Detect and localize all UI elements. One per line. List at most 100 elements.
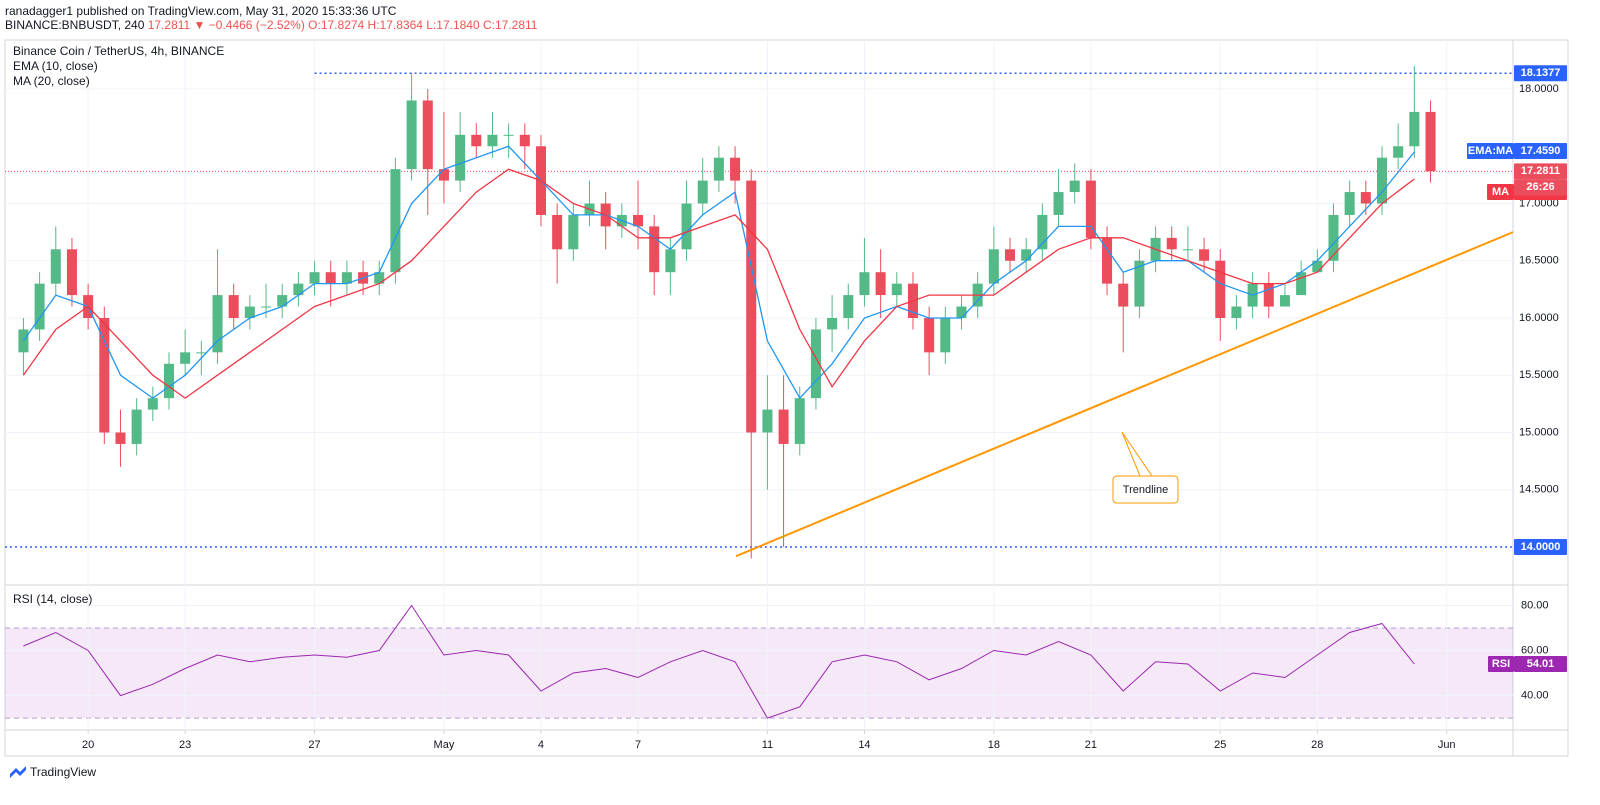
x-tick-label: 14 [858,739,870,751]
candle-body [665,249,676,273]
candle-body [924,317,935,353]
candle-body [309,272,320,284]
candle-body [810,329,821,399]
candle-body [1409,111,1420,147]
indicator-line [22,168,1415,399]
y-tick-label: 15.5000 [1519,369,1559,381]
candle-body [66,249,77,296]
candle-body [713,157,724,181]
rsi-line [23,604,1415,719]
candle-body [503,134,514,136]
candle-body [794,398,805,444]
candle-body [180,352,191,364]
candle-body [228,295,239,318]
annotation: Trendline [1123,484,1168,496]
candle-body [471,134,482,147]
rsi-tag-name-bg [1488,656,1514,673]
candle-body [487,134,498,147]
y-tick-label: 60.00 [1521,644,1549,656]
price-tag-name-bg [1467,142,1514,159]
candle-body [778,409,789,444]
candle-body [1360,192,1371,204]
level-label-bg [1514,538,1567,555]
candle-body [196,352,207,354]
candle-body [681,203,692,250]
candle-body [1037,214,1048,250]
countdown-bg [1514,179,1567,196]
x-tick-label: Jun [1438,739,1456,751]
candle-body [163,363,175,399]
candle-body [1004,249,1016,261]
candle-body [746,180,757,433]
candle-body [1376,157,1388,204]
legend-entry: MA (20, close) [13,74,90,88]
candle-body [956,306,967,318]
callout [1112,431,1179,504]
candle-body [244,306,255,318]
indicator-line [22,145,1415,400]
candle-body [1021,249,1032,261]
candle-body [261,306,272,308]
brand: TradingView [30,765,96,779]
candle-body [277,295,288,307]
candle-body [1328,214,1339,261]
candle-body [374,272,385,284]
x-tick-label: 11 [762,739,773,751]
rsi-band [5,628,1513,719]
price-tag-name-bg [1487,184,1514,201]
candle-body [1215,260,1226,318]
y-tick-label: 16.0000 [1519,312,1559,324]
candle-body [827,317,838,330]
x-tick-label: 18 [988,739,1000,751]
candle-body [875,272,886,296]
candle-body [891,283,902,296]
price-tag-bg [1514,142,1567,159]
candle-body [1199,249,1210,261]
candle-body [697,180,708,204]
symbol: BINANCE:BNBUSDT, 240 [5,18,145,32]
candle-body [390,169,401,273]
candle-body [649,226,660,273]
candle-body [406,100,417,170]
candle-body [1053,192,1064,215]
candle-body [455,134,466,181]
candle-body [325,272,336,284]
candle-body [859,272,870,296]
frame [4,39,1569,757]
x-tick-label: 27 [308,739,320,751]
level-label: 14.0000 [1521,541,1561,553]
last-price-tag-bg [1514,163,1567,180]
candle-body [115,432,126,444]
candle-body [1312,260,1323,273]
candle-body [1069,180,1080,193]
x-tick-label: 20 [82,739,94,751]
legend-entry: EMA (10, close) [13,59,98,73]
x-tick-label: 23 [179,739,191,751]
candle-body [1263,283,1274,307]
chart-title: Binance Coin / TetherUS, 4h, BINANCE [13,44,224,58]
price-tag-name: EMA:MA [1468,145,1513,157]
trendline [735,231,1514,558]
x-tick-label: 28 [1311,739,1323,751]
chart-title: RSI (14, close) [13,592,92,606]
author-line: ranadagger1 published on TradingView.com… [5,4,397,18]
y-tick-label: 80.00 [1521,599,1549,611]
candle-body [568,214,579,250]
candle-body [1279,295,1290,307]
x-tick-label: 7 [635,739,641,751]
candle-body [633,214,644,227]
candle-body [988,249,999,284]
candle-body [341,272,352,284]
candle-body [730,157,741,181]
countdown: 26:26 [1526,181,1554,193]
candle-body [940,317,951,353]
candle-body [843,295,854,318]
y-tick-label: 18.0000 [1519,83,1559,95]
candle-body [1118,283,1129,307]
candle-body [1231,306,1242,318]
y-tick-label: 14.5000 [1519,484,1559,496]
candle-body [1102,237,1113,284]
header: ranadagger1 published on TradingView.com… [5,4,537,32]
